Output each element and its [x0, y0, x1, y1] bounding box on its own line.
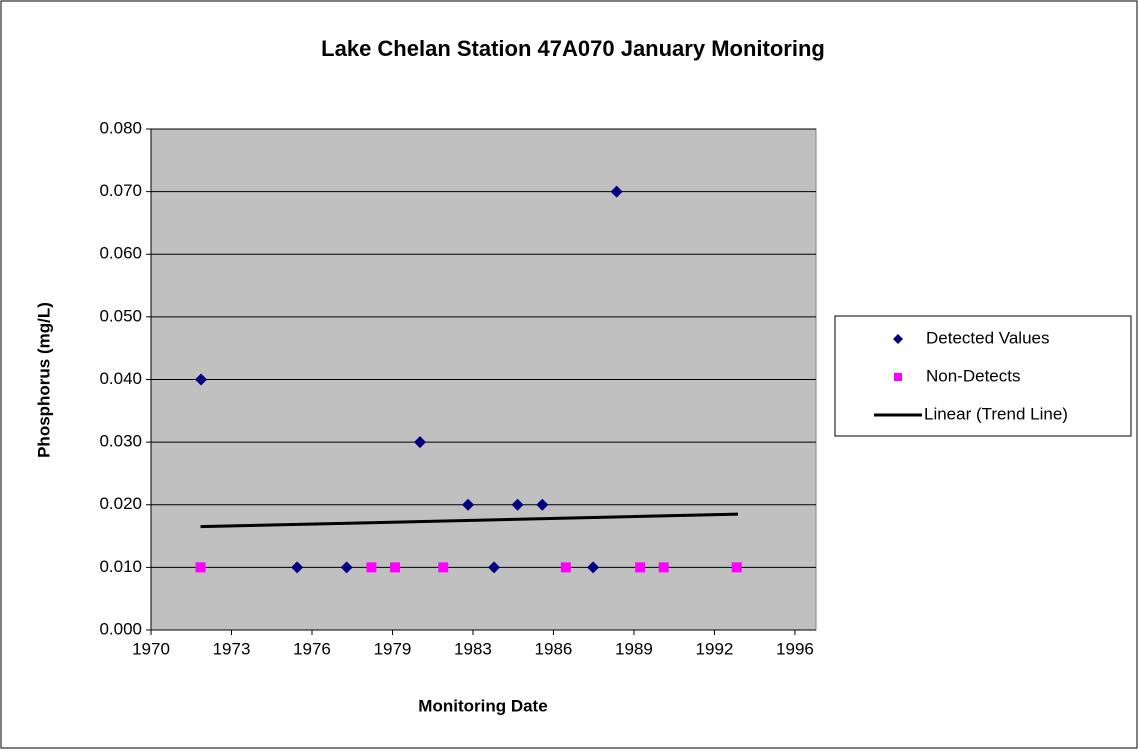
y-tick-label: 0.000	[99, 619, 142, 638]
legend-label: Detected Values	[926, 328, 1049, 347]
legend-swatch	[893, 334, 903, 344]
x-tick-label: 1986	[535, 639, 573, 658]
point	[511, 498, 524, 511]
x-tick-label: 1976	[293, 639, 331, 658]
y-tick-label: 0.050	[99, 306, 142, 325]
y-axis-label: Phosphorus (mg/L)	[34, 302, 53, 458]
x-tick-label: 1979	[374, 639, 412, 658]
x-tick-label: 1992	[696, 639, 734, 658]
point	[389, 562, 400, 573]
point	[610, 185, 623, 198]
point	[340, 561, 353, 574]
legend-label: Linear (Trend Line)	[924, 404, 1068, 423]
chart-title: Lake Chelan Station 47A070 January Monit…	[321, 36, 825, 61]
point	[731, 562, 742, 573]
point	[658, 562, 669, 573]
y-tick-label: 0.030	[99, 432, 142, 451]
point	[536, 498, 549, 511]
point	[560, 562, 571, 573]
x-axis-label: Monitoring Date	[418, 696, 547, 715]
y-tick-label: 0.060	[99, 244, 142, 263]
point	[195, 562, 206, 573]
point	[462, 498, 475, 511]
x-tick-label: 1983	[454, 639, 492, 658]
point	[195, 373, 208, 386]
x-tick-label: 1989	[615, 639, 653, 658]
legend-label: Non-Detects	[926, 366, 1020, 385]
y-tick-label: 0.020	[99, 494, 142, 513]
legend-swatch	[894, 373, 902, 381]
x-tick-label: 1970	[132, 639, 170, 658]
y-tick-label: 0.010	[99, 557, 142, 576]
point	[587, 561, 600, 574]
point	[438, 562, 449, 573]
y-tick-label: 0.070	[99, 181, 142, 200]
x-tick-label: 1996	[776, 639, 814, 658]
point	[635, 562, 646, 573]
x-tick-label: 1973	[213, 639, 251, 658]
y-tick-label: 0.040	[99, 369, 142, 388]
y-tick-label: 0.080	[99, 118, 142, 137]
trend-line	[200, 512, 739, 529]
point	[366, 562, 377, 573]
point	[291, 561, 304, 574]
point	[488, 561, 501, 574]
point	[413, 436, 426, 449]
